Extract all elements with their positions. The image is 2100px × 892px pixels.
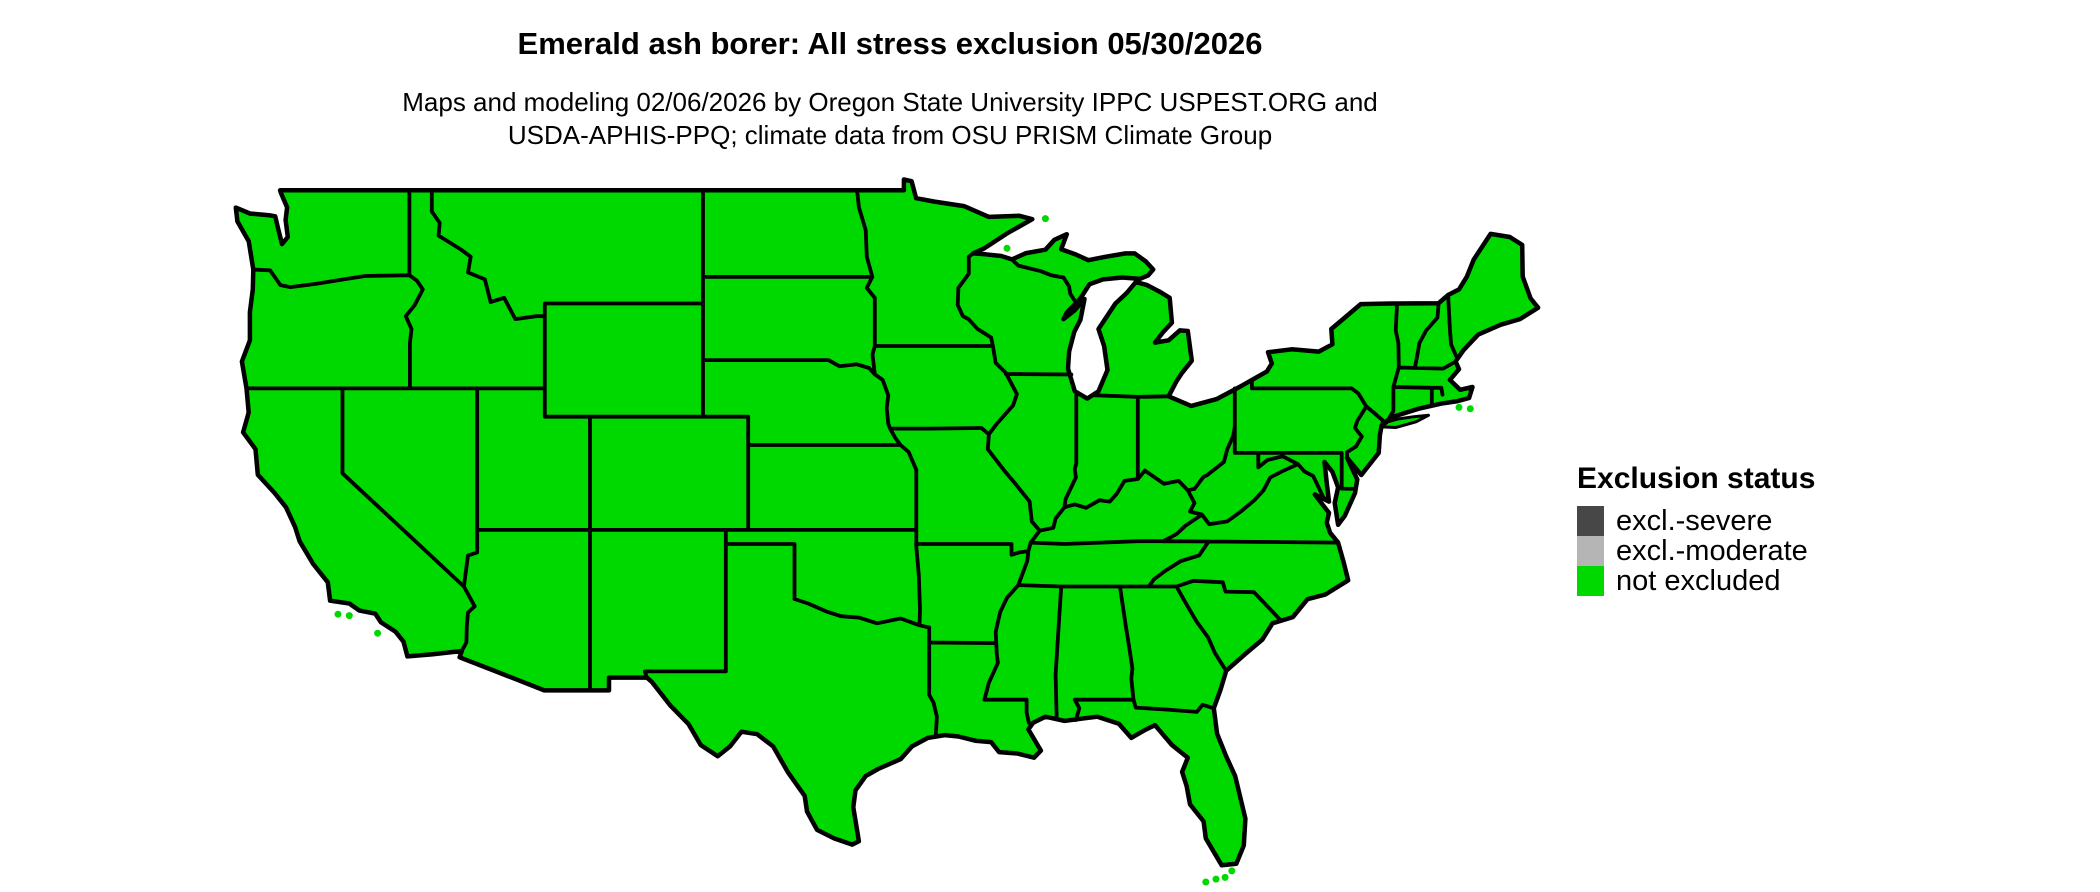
legend-label: not excluded (1616, 565, 1781, 597)
state-borders (244, 188, 1459, 737)
island-speck (1202, 878, 1210, 886)
island-speck (1221, 873, 1229, 881)
island-speck (334, 610, 342, 618)
island-speck (1455, 403, 1463, 411)
island-speck (374, 629, 382, 637)
island-speck (1003, 244, 1011, 252)
legend-item: excl.-moderate (1577, 536, 1815, 566)
long-island (1380, 413, 1430, 429)
legend-item: excl.-severe (1577, 506, 1815, 536)
island-speck (1466, 405, 1474, 413)
figure-subtitle: Maps and modeling 02/06/2026 by Oregon S… (0, 86, 1780, 152)
island-speck (1212, 875, 1220, 883)
legend-item: not excluded (1577, 566, 1815, 596)
figure-title: Emerald ash borer: All stress exclusion … (517, 26, 1263, 61)
island-speck (1228, 867, 1236, 875)
subtitle-line-2: USDA-APHIS-PPQ; climate data from OSU PR… (507, 120, 1273, 150)
subtitle-line-1: Maps and modeling 02/06/2026 by Oregon S… (402, 87, 1378, 117)
island-speck (1041, 215, 1049, 223)
legend-title: Exclusion status (1577, 462, 1816, 495)
island-speck (345, 612, 353, 620)
legend-swatch-1 (1577, 536, 1604, 566)
legend-label: excl.-moderate (1616, 535, 1808, 567)
legend-label: excl.-severe (1616, 505, 1773, 537)
legend-swatch-2 (1577, 566, 1604, 596)
us-landmass (233, 177, 1541, 868)
legend: Exclusion status excl.-severe excl.-moder… (1577, 462, 1815, 596)
legend-swatch-0 (1577, 506, 1604, 536)
legend-items: excl.-severe excl.-moderate not excluded (1577, 506, 1815, 596)
